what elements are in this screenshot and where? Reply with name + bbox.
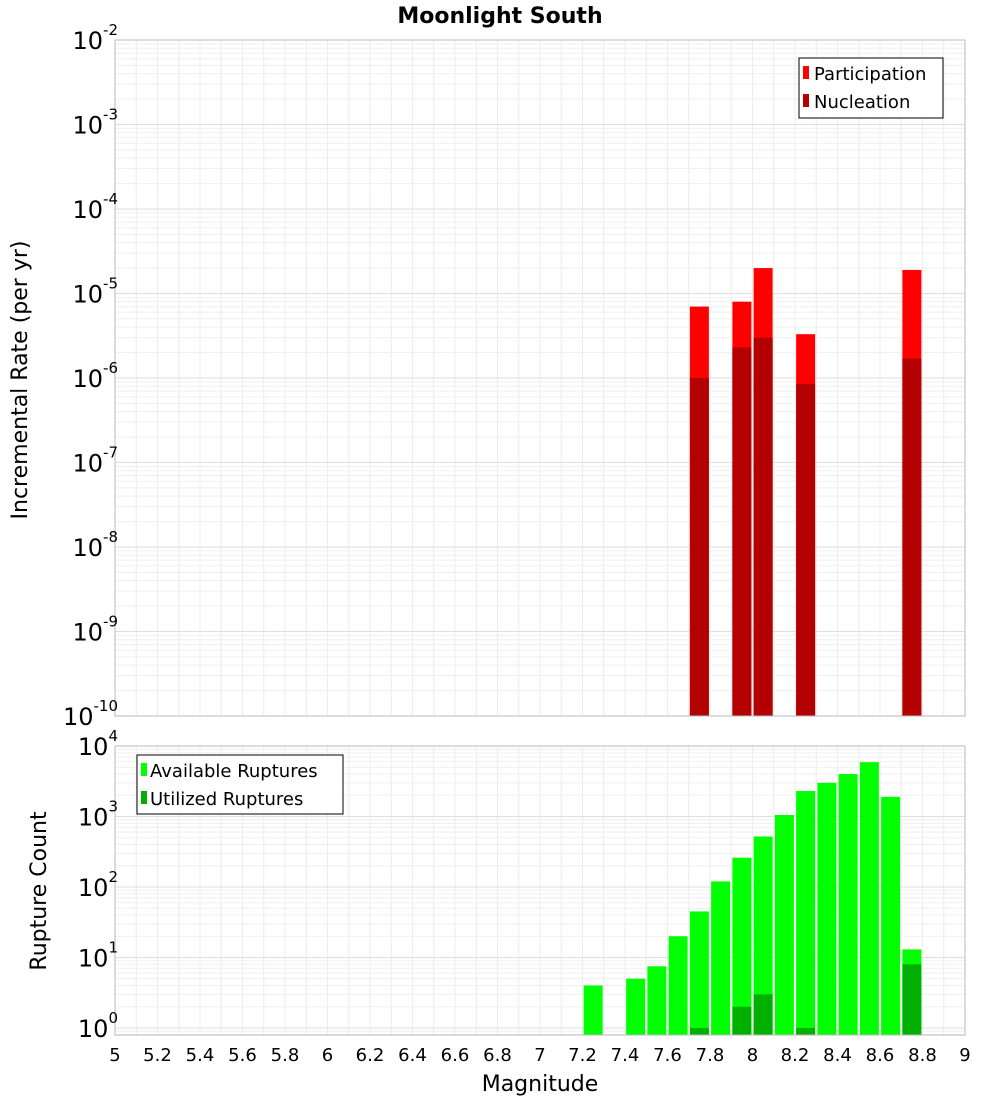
rupture-bar-a — [796, 790, 816, 1035]
rupture-bar-a — [774, 814, 794, 1035]
y-tick-label: 10-9 — [72, 613, 118, 647]
x-tick-label: 6.8 — [483, 1045, 512, 1066]
bottom-plot-y-ticks: 104 103 102 101 100 — [78, 727, 118, 1043]
rupture-bar-a — [583, 985, 603, 1035]
bottom-plot-bars — [583, 762, 922, 1035]
x-tick-label: 6.2 — [356, 1045, 385, 1066]
chart-title: Moonlight South — [397, 4, 602, 29]
y-tick-label: 10-4 — [72, 190, 118, 224]
y-tick-label: 10-6 — [72, 359, 118, 393]
rupture-bar-a — [689, 911, 709, 1035]
y-tick-label: 103 — [78, 797, 118, 831]
legend-label-utilized: Utilized Ruptures — [150, 789, 303, 810]
x-tick-label: 8.8 — [908, 1045, 937, 1066]
legend-swatch-utilized — [141, 791, 147, 804]
x-tick-label: 7.6 — [653, 1045, 682, 1066]
x-axis-title: Magnitude — [482, 1072, 599, 1097]
y-tick-label: 10-8 — [72, 528, 118, 562]
y-tick-label: 10-2 — [72, 21, 118, 55]
bottom-plot-x-ticks: 5 5.2 5.4 5.6 5.8 6 6.2 6.4 6.6 6.8 7 7.2 7.4 7.6 7.8 8… — [109, 1045, 970, 1066]
top-legend-box — [798, 57, 944, 119]
rate-bar-b — [732, 347, 752, 716]
y-tick-label: 104 — [78, 727, 118, 761]
legend-label-nucleation: Nucleation — [814, 92, 910, 113]
x-tick-label: 8.6 — [866, 1045, 895, 1066]
rupture-bar-a — [626, 978, 646, 1035]
x-tick-label: 9 — [959, 1045, 970, 1066]
x-tick-label: 6.4 — [398, 1045, 427, 1066]
rupture-bar-b — [902, 964, 922, 1035]
y-tick-label: 10-10 — [63, 697, 118, 731]
top-y-axis-title: Incremental Rate (per yr) — [8, 241, 33, 520]
x-tick-label: 5 — [109, 1045, 120, 1066]
bottom-y-axis-title: Rupture Count — [27, 811, 52, 971]
rupture-bar-a — [838, 774, 858, 1035]
y-tick-label: 101 — [78, 938, 118, 972]
x-tick-label: 7.4 — [611, 1045, 640, 1066]
y-tick-label: 10-7 — [72, 444, 118, 478]
x-tick-label: 7 — [534, 1045, 545, 1066]
legend-swatch-participation — [803, 66, 809, 79]
top-plot-bars — [689, 268, 922, 716]
top-legend: Participation Nucleation — [798, 57, 944, 119]
y-tick-label: 10-3 — [72, 106, 118, 140]
rupture-bar-a — [817, 782, 837, 1035]
rate-bar-b — [753, 337, 773, 716]
bottom-legend-box — [136, 754, 344, 815]
bottom-plot-frame — [114, 745, 966, 1036]
rupture-bar-a — [711, 881, 731, 1035]
top-plot-y-ticks: 10-2 10-3 10-4 10-5 10-6 10-7 10-8 10-9 10-10 — [63, 21, 118, 731]
x-tick-label: 5.4 — [186, 1045, 215, 1066]
x-tick-label: 6 — [322, 1045, 333, 1066]
rupture-bar-a — [732, 857, 752, 1035]
y-tick-label: 100 — [78, 1009, 118, 1043]
x-tick-label: 7.8 — [696, 1045, 725, 1066]
rupture-bar-a — [647, 966, 667, 1035]
rupture-bar-b — [753, 994, 773, 1035]
y-tick-label: 10-5 — [72, 275, 118, 309]
rupture-bar-b — [732, 1006, 752, 1035]
legend-label-participation: Participation — [814, 64, 926, 85]
top-plot-grid — [114, 39, 966, 717]
x-tick-label: 8.4 — [823, 1045, 852, 1066]
x-tick-label: 6.6 — [441, 1045, 470, 1066]
top-plot-frame — [114, 39, 966, 717]
x-tick-label: 8 — [747, 1045, 758, 1066]
x-tick-label: 5.2 — [143, 1045, 172, 1066]
x-tick-label: 8.2 — [781, 1045, 810, 1066]
x-tick-label: 5.8 — [271, 1045, 300, 1066]
x-tick-label: 7.2 — [568, 1045, 597, 1066]
rate-bar-b — [796, 383, 816, 716]
rupture-bar-a — [753, 836, 773, 1035]
rate-bar-b — [689, 378, 709, 716]
legend-swatch-nucleation — [803, 94, 809, 107]
rupture-bar-a — [881, 796, 901, 1035]
bottom-legend: Available Ruptures Utilized Ruptures — [136, 754, 344, 815]
rupture-bar-a — [668, 936, 688, 1035]
legend-label-available: Available Ruptures — [150, 761, 318, 782]
x-tick-label: 5.6 — [228, 1045, 257, 1066]
rupture-bar-a — [859, 762, 879, 1035]
rupture-bar-b — [689, 1027, 709, 1035]
rupture-bar-b — [796, 1027, 816, 1035]
rate-bar-b — [902, 358, 922, 716]
y-tick-label: 102 — [78, 868, 118, 902]
legend-swatch-available — [141, 763, 147, 776]
